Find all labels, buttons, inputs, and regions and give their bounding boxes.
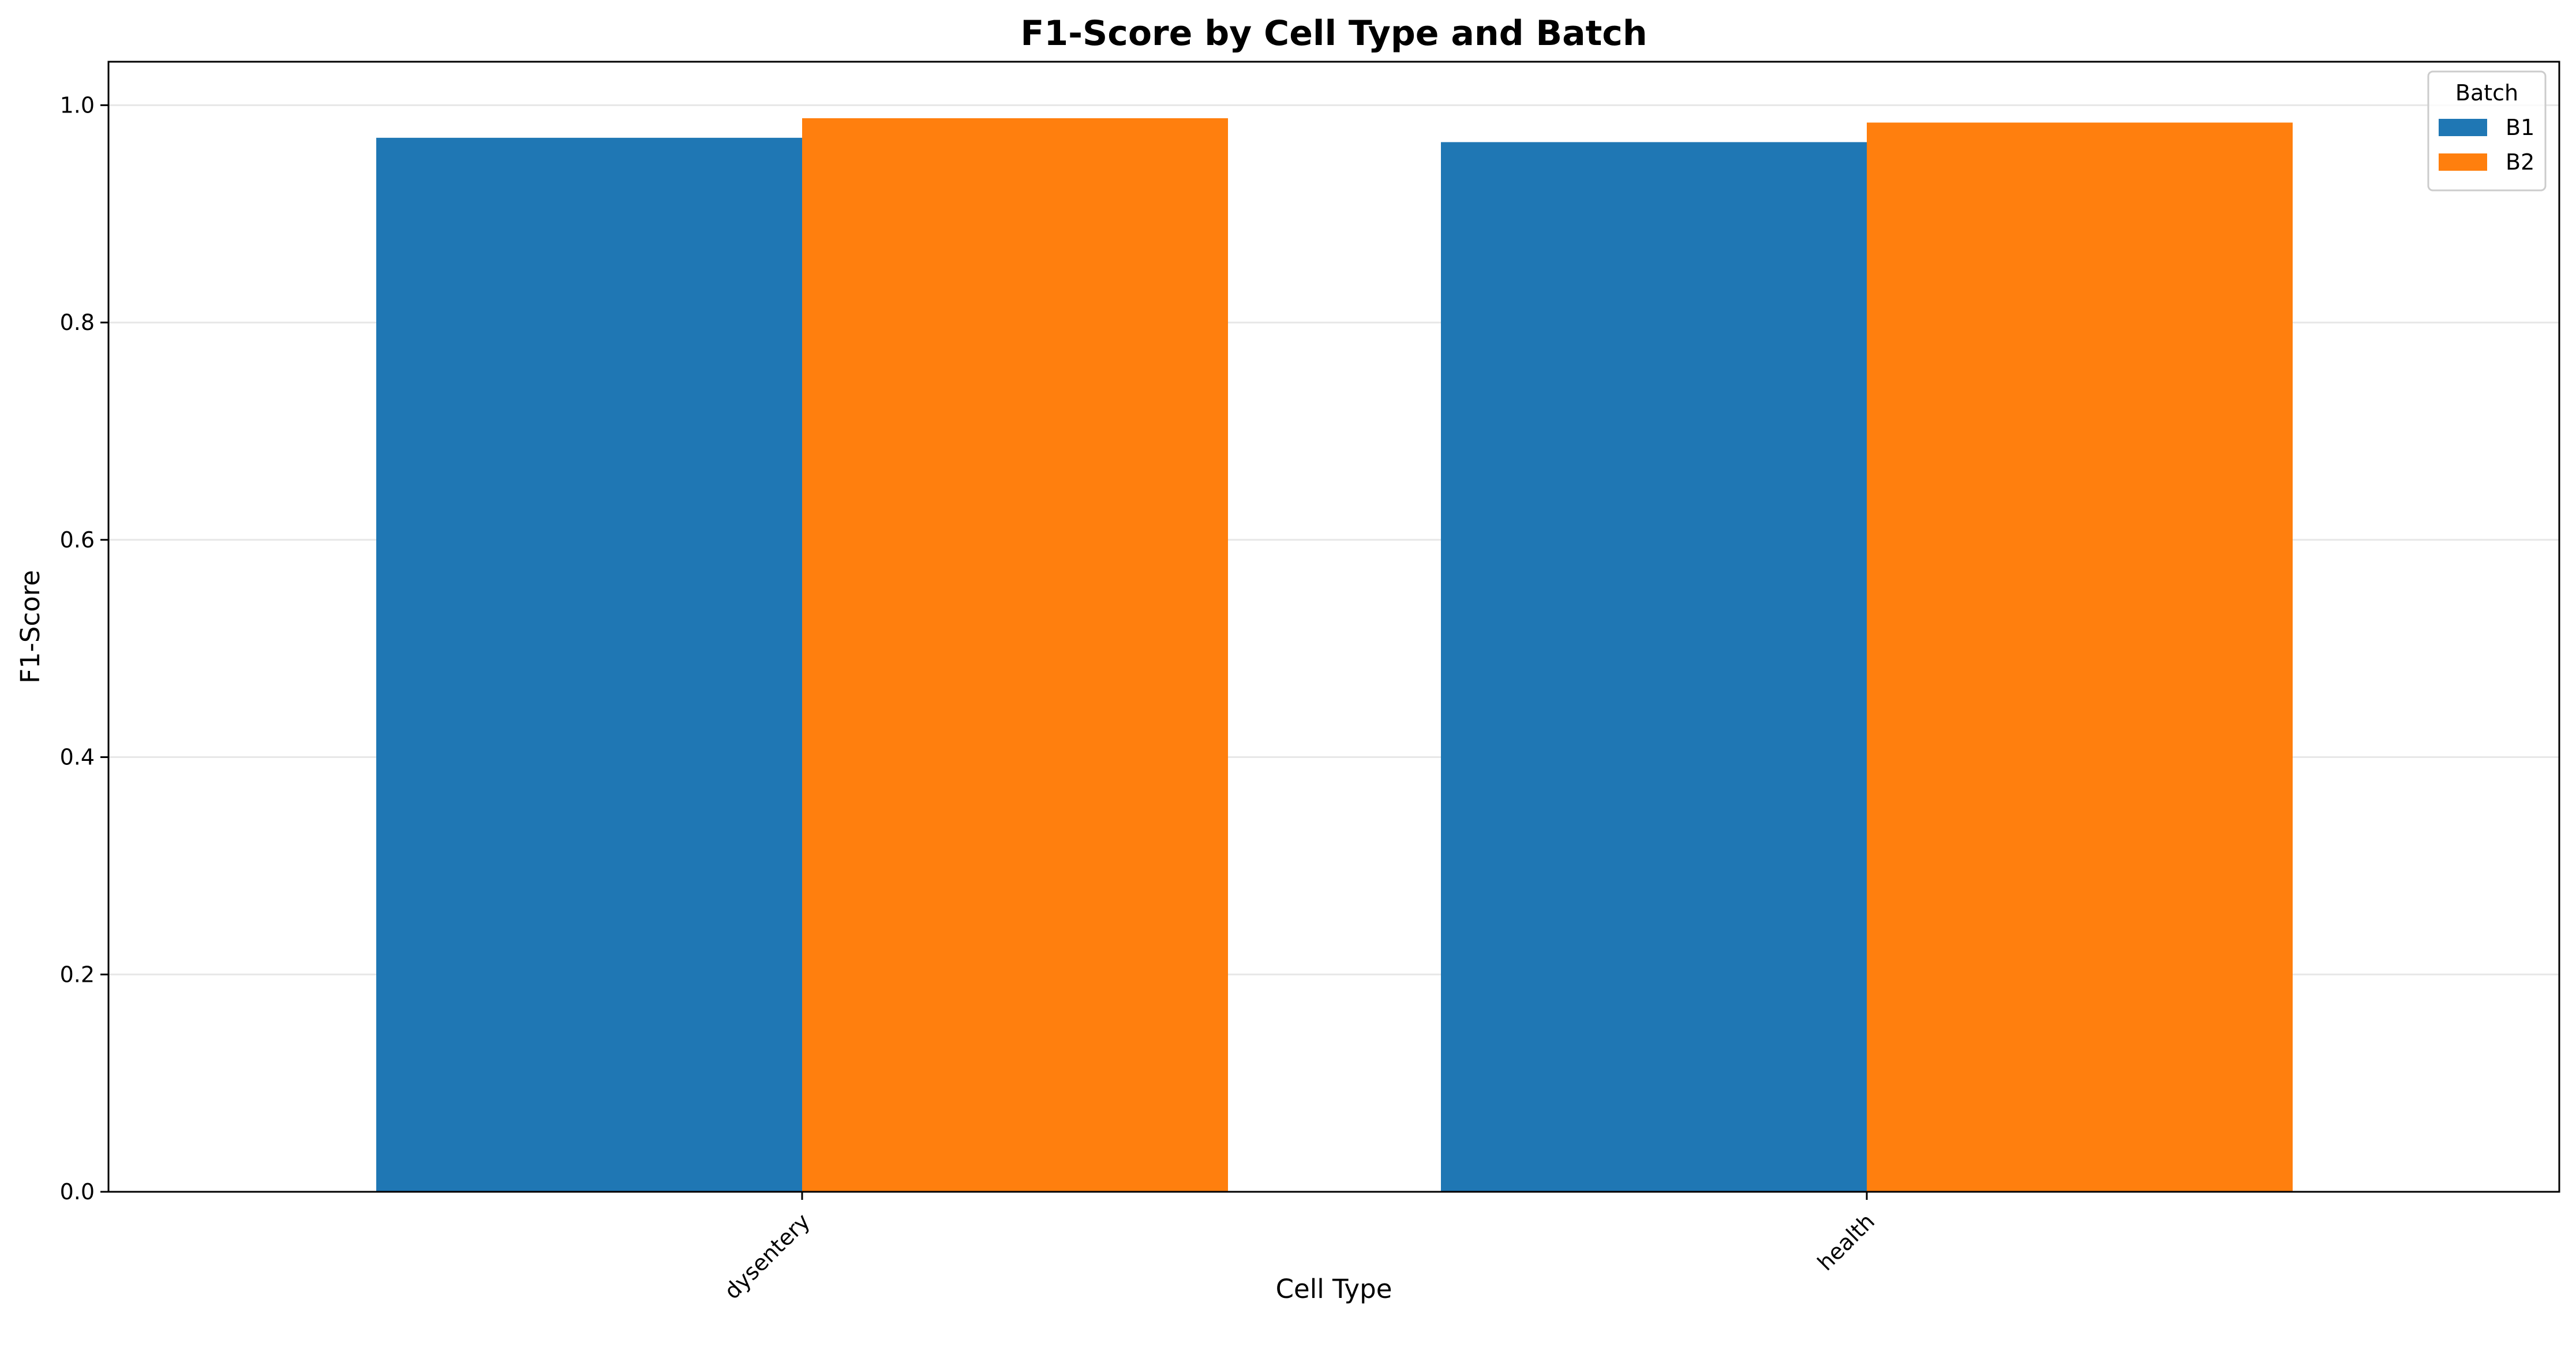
y-tick-label: 1.0: [60, 92, 95, 118]
y-axis: 0.0 0.2 0.4 0.6 0.8 1.0: [60, 92, 108, 1204]
bar-b1-health: [1441, 142, 1867, 1192]
legend-label-b1: B1: [2506, 115, 2534, 140]
bars: [376, 118, 2293, 1192]
y-axis-label: F1-Score: [15, 570, 46, 684]
y-tick-label: 0.2: [60, 962, 95, 987]
legend-title: Batch: [2455, 80, 2518, 106]
bar-b2-dysentery: [802, 118, 1228, 1192]
bar-b2-health: [1867, 122, 2293, 1192]
bar-b1-dysentery: [376, 137, 802, 1192]
chart-title: F1-Score by Cell Type and Batch: [1020, 13, 1647, 54]
y-tick-label: 0.4: [60, 745, 95, 770]
y-tick-label: 0.6: [60, 527, 95, 553]
y-tick-label: 0.0: [60, 1179, 95, 1204]
plot-frame: [107, 61, 2560, 1193]
x-axis-label: Cell Type: [1276, 1274, 1392, 1304]
legend-swatch-b1: [2439, 119, 2487, 136]
y-tick-label: 0.8: [60, 310, 95, 335]
legend-label-b2: B2: [2506, 149, 2534, 175]
legend-swatch-b2: [2439, 153, 2487, 171]
